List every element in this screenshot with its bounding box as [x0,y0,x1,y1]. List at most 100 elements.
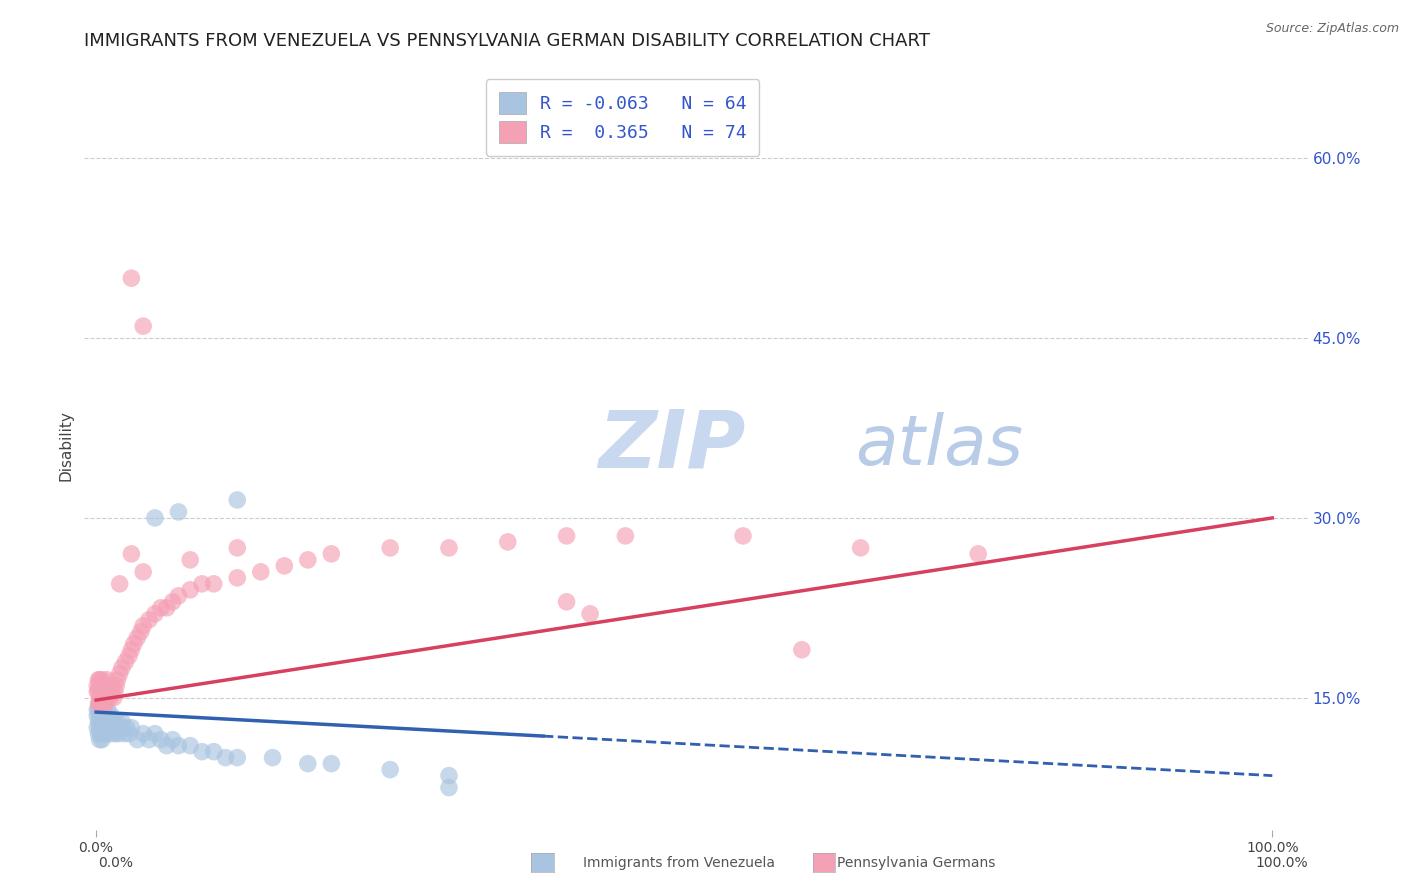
Point [162,595,184,609]
Point [105,714,128,729]
Point [98,726,121,740]
Point [91,690,114,705]
Point [437,769,460,783]
Point [437,780,460,795]
Point [202,577,225,591]
Point [89,708,111,723]
Point [380,763,402,777]
Point [321,547,343,561]
Point [94,714,117,729]
Point [167,589,190,603]
Point [103,690,125,705]
Point [132,726,155,740]
Point [94,697,117,711]
Point [967,547,990,561]
Point [114,655,136,669]
Point [90,726,112,740]
Point [97,690,120,705]
Point [89,732,111,747]
Point [90,684,112,698]
Point [179,582,201,597]
Point [111,714,134,729]
Text: 0.0%: 0.0% [98,856,134,871]
Point [579,607,602,621]
Point [132,619,155,633]
Point [87,673,110,687]
Point [162,732,184,747]
Point [86,703,108,717]
Point [98,690,121,705]
Point [143,726,166,740]
Point [105,673,128,687]
Point [149,732,172,747]
Point [249,565,271,579]
Point [156,600,179,615]
Point [90,703,112,717]
Point [191,577,214,591]
Point [97,714,120,729]
Point [104,726,127,740]
Point [89,721,111,735]
Point [127,631,149,645]
Point [86,708,108,723]
Point [149,600,172,615]
Point [202,745,225,759]
Point [790,642,813,657]
Point [89,673,111,687]
Point [143,607,166,621]
Point [120,547,142,561]
Point [496,534,519,549]
Point [731,529,754,543]
Point [107,726,129,740]
Point [89,690,111,705]
Point [91,673,114,687]
Legend: R = -0.063   N = 64, R =  0.365   N = 74: R = -0.063 N = 64, R = 0.365 N = 74 [486,79,759,156]
Point [86,721,108,735]
Point [100,684,122,698]
Point [179,553,201,567]
Point [97,679,120,693]
Point [87,697,110,711]
Text: ZIP: ZIP [598,407,745,485]
Point [214,750,236,764]
Point [86,679,108,693]
Point [555,529,578,543]
Point [111,661,134,675]
Point [96,673,118,687]
Point [91,679,114,693]
Point [90,679,112,693]
Point [226,492,249,507]
Point [108,721,131,735]
Point [86,684,108,698]
Point [105,679,128,693]
Point [104,684,127,698]
Point [112,726,135,740]
Point [91,708,114,723]
Text: Immigrants from Venezuela: Immigrants from Venezuela [583,856,776,871]
Point [89,697,111,711]
Point [96,721,118,735]
Point [100,708,122,723]
Point [262,750,284,764]
Point [87,714,110,729]
Point [273,558,295,573]
Point [118,648,141,663]
Point [555,595,578,609]
Text: atlas: atlas [855,412,1024,480]
Point [115,721,138,735]
Point [122,637,145,651]
Point [105,721,128,735]
Point [143,511,166,525]
Point [297,553,319,567]
Point [93,721,115,735]
Point [101,679,124,693]
Point [103,714,125,729]
Point [437,541,460,555]
Point [156,739,179,753]
Point [101,721,124,735]
Point [321,756,343,771]
Point [108,666,131,681]
Point [120,721,142,735]
Point [93,708,115,723]
Point [167,505,190,519]
